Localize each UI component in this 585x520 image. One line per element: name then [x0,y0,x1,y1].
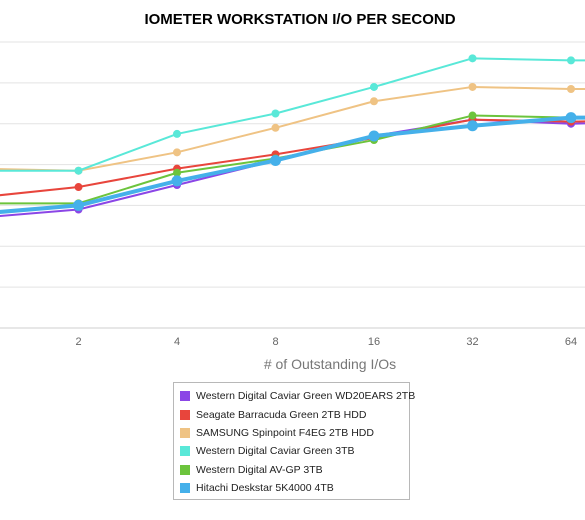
data-point[interactable] [271,109,280,118]
series-line [0,57,585,172]
x-tick-label: 8 [272,336,278,348]
legend-label: Hitachi Deskstar 5K4000 4TB [196,482,334,495]
x-axis-ticks: 2 4 8 16 32 64 [75,336,577,348]
legend-swatch [180,409,190,420]
series-line [0,85,585,172]
data-point[interactable] [370,82,378,91]
data-point[interactable] [567,56,575,65]
legend-item[interactable]: SAMSUNG Spinpoint F4EG 2TB HDD [180,424,403,442]
legend-item[interactable]: Western Digital AV-GP 3TB [180,461,403,479]
x-tick-label: 2 [75,336,81,348]
data-point[interactable] [467,120,478,132]
legend-label: Western Digital Caviar Green WD20EARS 2T… [196,390,416,403]
legend-item[interactable]: Hitachi Deskstar 5K4000 4TB [180,479,403,497]
data-point[interactable] [368,130,380,142]
legend-label: Seagate Barracuda Green 2TB HDD [196,408,367,421]
data-point[interactable] [173,168,181,177]
data-point[interactable] [270,154,281,166]
plot-area [0,54,585,218]
data-point[interactable] [370,97,378,106]
x-tick-label: 4 [174,336,180,348]
legend-label: SAMSUNG Spinpoint F4EG 2TB HDD [196,426,374,439]
data-point[interactable] [567,84,575,93]
legend-label: Western Digital AV-GP 3TB [196,463,323,476]
data-point[interactable] [468,111,477,120]
chart-title: IOMETER WORKSTATION I/O PER SECOND [144,11,455,28]
legend-label: Western Digital Caviar Green 3TB [196,445,355,458]
series-line [0,114,585,205]
legend-item[interactable]: Western Digital Caviar Green 3TB [180,442,403,460]
legend: Western Digital Caviar Green WD20EARS 2T… [173,382,415,500]
legend-item[interactable]: Western Digital Caviar Green WD20EARS 2T… [180,387,415,405]
data-point[interactable] [74,166,83,175]
legend-swatch [180,483,190,494]
data-point[interactable] [74,183,83,192]
data-point[interactable] [171,175,183,187]
series-1 [0,115,585,197]
data-point[interactable] [73,199,84,211]
data-point[interactable] [173,129,181,138]
legend-swatch [180,446,190,457]
grid [0,41,585,329]
legend-swatch [180,427,190,438]
series-3 [0,54,585,175]
x-tick-label: 64 [565,336,577,348]
data-point[interactable] [468,54,477,63]
series-line [0,118,585,197]
x-axis-label: # of Outstanding I/Os [264,356,396,372]
legend-item[interactable]: Seagate Barracuda Green 2TB HDD [180,405,403,423]
x-tick-label: 32 [466,336,478,348]
data-point[interactable] [565,112,577,124]
data-point[interactable] [271,123,280,132]
data-point[interactable] [468,82,477,91]
series-5 [0,112,585,214]
series-4 [0,111,585,208]
legend-swatch [180,464,190,475]
x-tick-label: 16 [368,336,380,348]
series-2 [0,82,585,175]
legend-swatch [180,391,190,402]
series-line [0,115,585,214]
data-point[interactable] [173,148,181,157]
